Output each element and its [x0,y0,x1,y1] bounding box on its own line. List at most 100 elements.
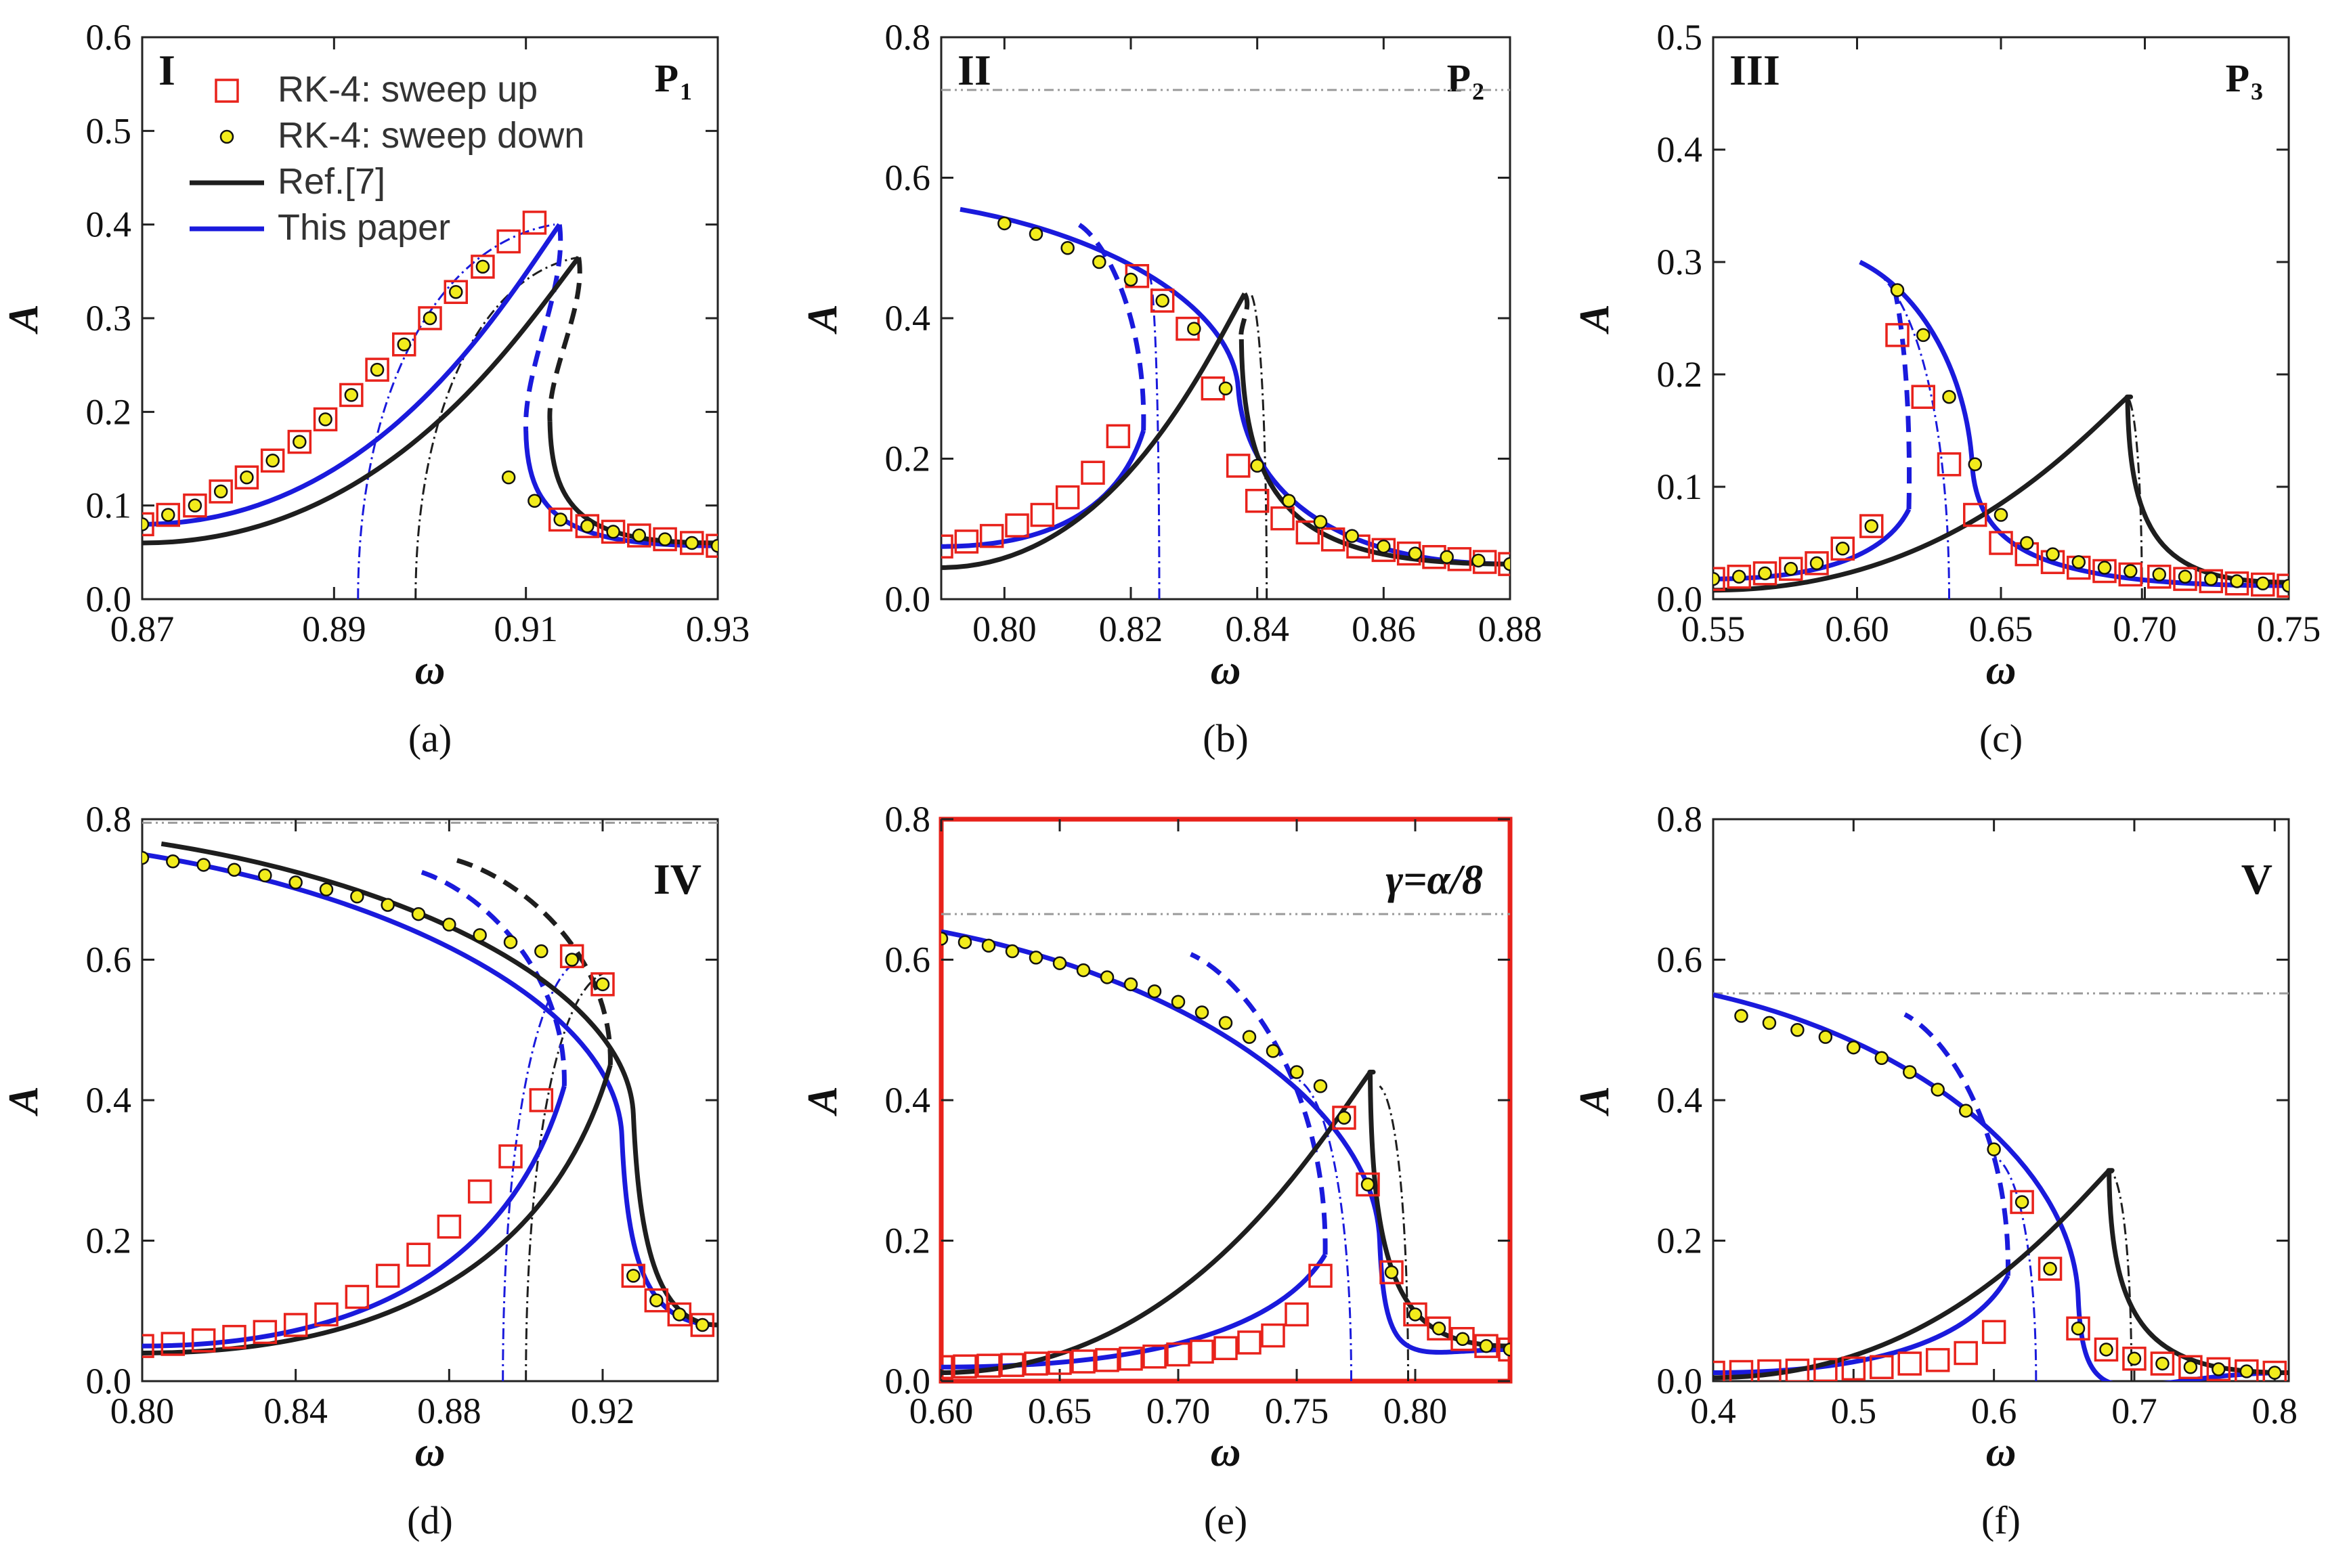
plot-area [142,211,718,599]
y-tick-label: 0.0 [1657,1361,1703,1401]
sweep-up-marker [2038,1257,2063,1281]
response-curve-stable [1713,395,2130,593]
sweep-down-marker [1471,553,1486,568]
sweep-down-marker [1147,984,1162,999]
sweep-up-marker [2277,573,2289,598]
y-tick-label: 0.8 [885,799,931,840]
y-axis-label: A [800,304,846,334]
x-axis-label: ω [415,1429,446,1475]
sweep-down-marker [1931,1083,1945,1097]
x-tick-label: 0.8 [2252,1391,2298,1431]
x-axis-label: ω [1986,1429,2017,1475]
sweep-up-marker [1119,1347,1143,1371]
sweep-up-marker [1024,1351,1048,1376]
sweep-up-marker [1245,489,1270,513]
y-tick-label: 0.5 [1657,17,1703,58]
sweep-up-marker [941,1355,953,1379]
y-tick-label: 0.4 [86,1080,132,1120]
sweep-down-marker [534,944,548,959]
sweep-down-marker [475,259,490,274]
sweep-up-marker [1885,323,1910,347]
y-tick-label: 0.4 [86,204,132,245]
response-curve-unstable [1190,952,1328,1255]
sweep-up-marker [2251,572,2275,597]
sweep-up-marker [260,448,285,473]
sweep-down-marker [1790,1023,1805,1037]
sweep-down-marker [1313,515,1328,529]
sweep-down-marker [2183,1360,2198,1374]
sweep-down-marker [1440,550,1454,564]
legend: RK-4: sweep up RK-4: sweep down Ref.[7] Thi… [190,69,584,248]
sweep-up-marker [1498,552,1510,576]
y-tick-label: 0.6 [885,940,931,980]
sweep-down-marker [1987,1142,2001,1156]
sweep-up-marker [222,1324,246,1349]
sweep-up-marker [1963,502,1987,527]
y-tick-label: 0.4 [885,298,931,339]
legend-label: This paper [278,207,450,248]
response-curve-unstable [523,224,563,431]
panel-roman-label: I [158,46,175,94]
x-axis-label: ω [415,647,446,693]
sweep-up-marker [2150,1351,2175,1376]
sweep-up-marker [1841,1356,1866,1381]
sweep-up-marker [1308,1263,1333,1288]
sweep-down-marker [649,1293,664,1307]
sweep-down-marker [1408,1307,1423,1322]
legend-label: RK-4: sweep down [278,115,584,156]
sweep-up-marker [1937,452,1962,477]
x-tick-label: 0.75 [2257,609,2321,649]
sweep-up-marker [1320,527,1345,552]
sweep-down-marker [1734,1009,1748,1023]
response-curve-stable [547,421,718,546]
sweep-down-marker [501,470,516,485]
sweep-down-marker [1479,1338,1494,1353]
sweep-up-marker [1450,1327,1475,1351]
sweep-down-marker [1171,995,1186,1009]
sweep-up-marker [621,1263,646,1288]
sweep-down-marker [2099,1343,2113,1357]
sweep-up-marker [1055,485,1080,510]
sweep-up-marker [313,407,338,432]
x-tick-label: 0.84 [1225,609,1289,649]
sweep-up-marker [1106,424,1131,449]
sweep-down-marker [1503,1343,1510,1357]
sweep-up-marker [2173,567,2197,591]
plot-area [1713,259,2289,599]
response-curve-stable [1368,1072,1510,1349]
sweep-up-marker [1237,1330,1262,1355]
sweep-up-marker [1285,1302,1309,1327]
sweep-up-marker [1000,1353,1025,1377]
sweep-up-marker [444,280,468,305]
sweep-down-marker [1313,1079,1328,1093]
sweep-down-marker [1194,1005,1209,1020]
sweep-up-marker [287,429,312,454]
sweep-up-marker [142,512,154,537]
response-curve-stable [142,1064,613,1355]
sweep-up-marker [314,1302,339,1327]
sweep-up-marker [339,383,364,408]
panel-caption: (b) [1203,716,1249,760]
sweep-up-marker [2147,565,2172,589]
y-tick-label: 0.2 [1657,354,1703,395]
response-curve-stable [2107,1170,2289,1376]
legend-label: RK-4: sweep up [278,69,538,110]
sweep-up-marker [559,944,584,969]
x-tick-label: 0.60 [1825,609,1889,649]
panel-caption: (c) [1979,716,2023,760]
sweep-up-marker [160,1332,186,1356]
sweep-down-marker [1847,1040,1861,1055]
plot-area [941,929,1510,1381]
x-tick-label: 0.89 [302,609,366,649]
x-tick-label: 0.60 [909,1391,974,1431]
sweep-down-marker [685,536,699,550]
sweep-down-marker [258,868,272,883]
sweep-down-marker [1836,542,1850,556]
sweep-down-marker [142,850,150,865]
sweep-down-marker [565,953,579,967]
response-curve-unstable [1077,223,1146,431]
sweep-down-marker [1123,977,1138,992]
sweep-up-marker [1150,288,1175,313]
response-curve-unstable [1238,292,1250,340]
sweep-down-marker [1345,529,1359,543]
